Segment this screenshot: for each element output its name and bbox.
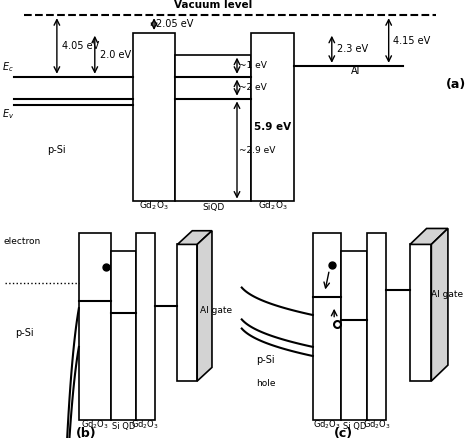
Polygon shape	[410, 244, 431, 381]
Text: 2.0 eV: 2.0 eV	[100, 50, 131, 60]
Text: ~2 eV: ~2 eV	[239, 83, 267, 92]
Polygon shape	[410, 229, 448, 244]
Bar	[367, 233, 386, 420]
Bar	[136, 233, 155, 420]
Text: Gd$_2$O$_3$: Gd$_2$O$_3$	[131, 419, 159, 431]
Text: 4.05 eV: 4.05 eV	[62, 41, 99, 51]
Text: (b): (b)	[76, 427, 97, 438]
Text: Vacuum level: Vacuum level	[174, 0, 253, 10]
Text: Gd$_2$O$_3$: Gd$_2$O$_3$	[363, 419, 391, 431]
Text: Si QD: Si QD	[343, 422, 366, 431]
Text: Gd$_2$O$_3$: Gd$_2$O$_3$	[258, 200, 287, 212]
Text: electron: electron	[4, 237, 41, 247]
Text: 2.3 eV: 2.3 eV	[337, 44, 368, 54]
Text: hole: hole	[255, 378, 275, 388]
Text: Si QD: Si QD	[111, 422, 135, 431]
Text: (c): (c)	[334, 427, 353, 438]
Text: 5.9 eV: 5.9 eV	[254, 122, 291, 132]
Text: (a): (a)	[446, 78, 466, 91]
Text: Gd$_2$O$_3$: Gd$_2$O$_3$	[313, 419, 341, 431]
Text: Al gate: Al gate	[431, 290, 464, 299]
Polygon shape	[177, 231, 212, 244]
Text: p-Si: p-Si	[15, 328, 34, 338]
Text: Gd$_2$O$_3$: Gd$_2$O$_3$	[81, 419, 109, 431]
Text: 4.15 eV: 4.15 eV	[393, 35, 431, 46]
Bar	[251, 33, 294, 201]
Bar	[313, 233, 341, 420]
Text: ~1 eV: ~1 eV	[239, 61, 267, 70]
Text: ~2.9 eV: ~2.9 eV	[239, 145, 276, 155]
Bar	[79, 233, 111, 420]
Text: p-Si: p-Si	[47, 145, 66, 155]
Text: $E_v$: $E_v$	[2, 107, 15, 121]
Polygon shape	[197, 231, 212, 381]
Bar	[175, 55, 251, 201]
Text: Al gate: Al gate	[200, 306, 232, 315]
Bar	[341, 251, 367, 420]
Text: 2.05 eV: 2.05 eV	[156, 19, 194, 29]
Polygon shape	[111, 251, 136, 420]
Text: SiQD: SiQD	[202, 203, 224, 212]
Text: Al: Al	[351, 67, 360, 77]
Text: Gd$_2$O$_3$: Gd$_2$O$_3$	[139, 200, 169, 212]
Text: p-Si: p-Si	[256, 355, 275, 365]
Polygon shape	[431, 229, 448, 381]
Polygon shape	[177, 244, 197, 381]
Text: $E_c$: $E_c$	[2, 60, 14, 74]
Bar	[133, 33, 175, 201]
